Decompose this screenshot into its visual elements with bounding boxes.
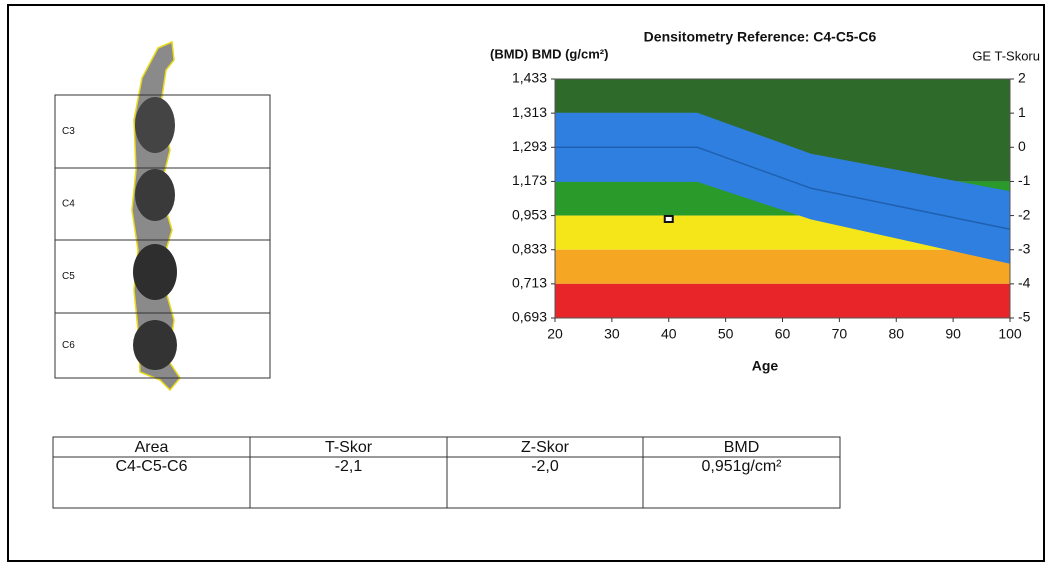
table-cell: -2,0	[531, 458, 559, 475]
y2-tick-label: 0	[1018, 138, 1026, 154]
y-tick-label: 0,833	[512, 240, 547, 256]
y-tick-label: 1,433	[512, 70, 547, 86]
x-tick-label: 30	[604, 326, 620, 342]
y-tick-label: 1,313	[512, 104, 547, 120]
x-tick-label: 70	[832, 326, 848, 342]
region-label: C3	[62, 126, 75, 137]
region-label: C4	[62, 199, 75, 210]
y2-tick-label: -3	[1018, 240, 1031, 256]
y-tick-label: 0,713	[512, 275, 547, 291]
y2-tick-label: -1	[1018, 172, 1031, 188]
report: C3 C4 C5 C6 Densitometry Reference: C4-C5-C…	[0, 0, 1053, 563]
y2-tick-label: -4	[1018, 275, 1031, 291]
x-tick-label: 40	[661, 326, 677, 342]
table-header: BMD	[724, 439, 760, 456]
patient-point	[665, 216, 673, 222]
table-header: Z-Skor	[521, 439, 570, 456]
y-tick-label: 1,293	[512, 138, 547, 154]
table-cell: 0,951g/cm²	[701, 458, 782, 475]
table-cell: C4-C5-C6	[115, 458, 187, 475]
y2-tick-label: -2	[1018, 206, 1031, 222]
y-tick-label: 0,693	[512, 309, 547, 325]
x-tick-label: 90	[945, 326, 961, 342]
x-axis-label: Age	[752, 358, 779, 374]
region-label: C5	[62, 271, 75, 282]
table-header: T-Skor	[325, 439, 373, 456]
y2-tick-label: 2	[1018, 70, 1026, 86]
y-tick-label: 0,953	[512, 206, 547, 222]
y2-tick-label: -5	[1018, 309, 1031, 325]
x-tick-label: 50	[718, 326, 734, 342]
y2-tick-label: 1	[1018, 104, 1026, 120]
x-tick-label: 100	[998, 326, 1022, 342]
y2-axis-label: GE T-Skoru	[972, 48, 1040, 63]
x-tick-label: 60	[775, 326, 791, 342]
y-axis-label: (BMD) BMD (g/cm²)	[490, 46, 608, 61]
band	[555, 250, 1010, 284]
table-header: Area	[135, 439, 169, 456]
region-label: C6	[62, 340, 75, 351]
y-tick-label: 1,173	[512, 172, 547, 188]
x-tick-label: 80	[888, 326, 904, 342]
x-tick-label: 20	[547, 326, 563, 342]
band	[555, 284, 1010, 318]
table-cell: -2,1	[335, 458, 363, 475]
chart-title: Densitometry Reference: C4-C5-C6	[644, 29, 877, 45]
spine-image	[132, 42, 180, 390]
